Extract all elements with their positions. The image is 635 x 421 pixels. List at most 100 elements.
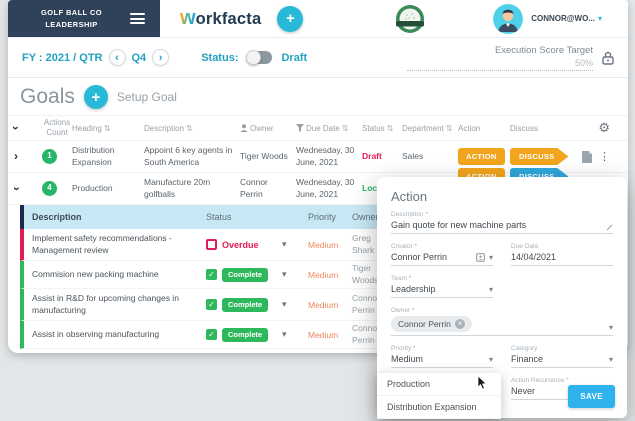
complete-checkbox[interactable]: ✓: [206, 299, 217, 310]
action-priority: Medium: [308, 299, 339, 310]
setup-goal-button[interactable]: +: [83, 85, 108, 109]
goal-due-date: Wednesday, 30 June, 2021: [296, 177, 355, 199]
sort-icon[interactable]: ⇅: [103, 123, 111, 133]
status-caret-icon[interactable]: ▾: [282, 329, 287, 339]
collapse-all-icon[interactable]: ›: [9, 126, 23, 130]
priority-caret-icon[interactable]: ▾: [488, 355, 493, 364]
team-select[interactable]: Leadership: [391, 284, 436, 294]
subcol-status: Status: [206, 212, 232, 222]
goal-option-distribution-expansion[interactable]: Distribution Expansion: [377, 396, 501, 419]
prev-quarter-button[interactable]: ‹: [108, 49, 126, 66]
col-due-date[interactable]: Due Date ⇅: [296, 124, 362, 133]
plus-icon: +: [285, 10, 295, 27]
goal-status: Draft: [362, 150, 382, 161]
mouse-cursor-icon: [477, 376, 487, 390]
row-menu-kebab-icon[interactable]: ⋮: [599, 151, 610, 163]
creator-input[interactable]: Connor Perrin: [391, 252, 448, 262]
col-action: Action: [458, 123, 481, 133]
action-description: Implement safety recommendations - Manag…: [32, 233, 172, 255]
complete-checkbox[interactable]: ✓: [206, 329, 217, 340]
sort-icon[interactable]: ⇅: [445, 123, 453, 133]
org-selector[interactable]: GOLF BALL CO LEADERSHIP: [8, 0, 160, 37]
action-status: Overdue: [222, 239, 259, 250]
sort-icon[interactable]: ⇅: [341, 123, 349, 133]
owner-caret-icon[interactable]: ▾: [608, 323, 613, 332]
actions-count-badge: 4: [42, 181, 57, 196]
goal-owner: Tiger Woods: [240, 150, 288, 161]
next-quarter-button[interactable]: ›: [152, 49, 170, 66]
check-icon: ✓: [208, 300, 215, 309]
category-select[interactable]: Finance: [511, 354, 544, 364]
recurrence-label: Action Recurrence *: [511, 377, 569, 384]
status-caret-icon[interactable]: ▾: [282, 269, 287, 279]
creator-caret-icon[interactable]: ▾: [488, 253, 493, 262]
sort-icon[interactable]: ⇅: [186, 123, 193, 133]
action-status: Complete: [222, 297, 269, 312]
description-input[interactable]: Gain quote for new machine parts: [391, 220, 527, 230]
col-description[interactable]: Description ⇅: [144, 123, 193, 133]
goal-dropdown: Production Distribution Expansion: [377, 373, 501, 419]
expand-row-icon[interactable]: ›: [14, 148, 18, 163]
due-date-field: Due Date 14/04/2021: [511, 243, 613, 266]
priority-select[interactable]: Medium: [391, 354, 424, 364]
status-label: Status:: [201, 51, 239, 64]
due-date-input[interactable]: 14/04/2021: [511, 252, 557, 262]
goal-status: Locked: [362, 183, 402, 194]
col-status[interactable]: Status ⇅: [362, 123, 394, 133]
priority-field: Priority * Medium ▾: [391, 345, 493, 368]
lock-icon: [602, 51, 614, 65]
collapse-row-icon[interactable]: ›: [9, 186, 24, 191]
col-department[interactable]: Department ⇅: [402, 123, 453, 133]
goals-section-header: Goals + Setup Goal: [20, 85, 177, 109]
user-caret-icon[interactable]: ▾: [597, 14, 602, 23]
owner-field: Owner * Connor Perrin × ▾: [391, 307, 613, 336]
save-button[interactable]: SAVE: [568, 385, 615, 408]
goal-department: Sales: [402, 150, 424, 161]
goal-heading: Distribution Expansion: [72, 145, 115, 167]
creator-label: Creator *: [391, 243, 418, 250]
resize-handle-icon[interactable]: [606, 224, 613, 231]
brand-logo: w orkfacta: [180, 7, 261, 30]
col-discuss: Discuss: [510, 123, 539, 133]
overdue-checkbox[interactable]: [206, 239, 217, 250]
table-settings-gear-icon[interactable]: ⚙: [598, 120, 610, 135]
user-area: CONNOR@WO... ▾: [395, 3, 628, 34]
action-modal: Action Description * Gain quote for new …: [377, 177, 627, 419]
owner-chip-name: Connor Perrin: [398, 319, 451, 329]
action-button[interactable]: ACTION: [458, 147, 505, 166]
action-description: Assist in observing manufacturing: [32, 328, 160, 339]
action-priority: Medium: [308, 269, 339, 280]
team-caret-icon[interactable]: ▾: [488, 285, 493, 294]
goal-description: Appoint 6 key agents in South America: [144, 145, 233, 167]
col-owner[interactable]: Owner: [240, 124, 296, 133]
menu-icon[interactable]: [129, 11, 145, 27]
quarter-value: Q4: [131, 51, 147, 64]
filter-icon[interactable]: [296, 124, 304, 132]
sort-icon[interactable]: ⇅: [386, 123, 394, 133]
exec-score-value[interactable]: 50%: [407, 58, 593, 71]
action-priority: Medium: [308, 239, 339, 250]
col-heading[interactable]: Heading ⇅: [72, 123, 111, 133]
remove-owner-icon[interactable]: ×: [454, 319, 465, 329]
status-toggle[interactable]: [246, 50, 273, 65]
category-caret-icon[interactable]: ▾: [608, 355, 613, 364]
discuss-button[interactable]: DISCUSS: [510, 147, 569, 166]
toggle-knob: [246, 50, 262, 65]
document-icon[interactable]: [582, 150, 592, 163]
status-caret-icon[interactable]: ▾: [282, 299, 287, 309]
action-description: Commision new packing machine: [32, 268, 159, 279]
recurrence-select[interactable]: Never: [511, 386, 536, 396]
contact-card-icon[interactable]: [476, 253, 485, 262]
goal-row-distribution-expansion: › 1 Distribution Expansion Appoint 6 key…: [8, 141, 628, 173]
subcol-owner: Owner: [352, 212, 379, 222]
action-owner: Connor Perrin: [352, 293, 380, 315]
goal-heading: Production: [72, 182, 113, 193]
user-avatar[interactable]: [493, 3, 524, 34]
goal-option-production[interactable]: Production: [377, 373, 501, 396]
user-menu[interactable]: CONNOR@WO...: [531, 14, 595, 23]
modal-title: Action: [391, 189, 428, 204]
action-owner: Tiger Woods: [352, 263, 379, 285]
status-caret-icon[interactable]: ▾: [282, 239, 287, 249]
global-add-button[interactable]: +: [277, 5, 304, 32]
complete-checkbox[interactable]: ✓: [206, 269, 217, 280]
